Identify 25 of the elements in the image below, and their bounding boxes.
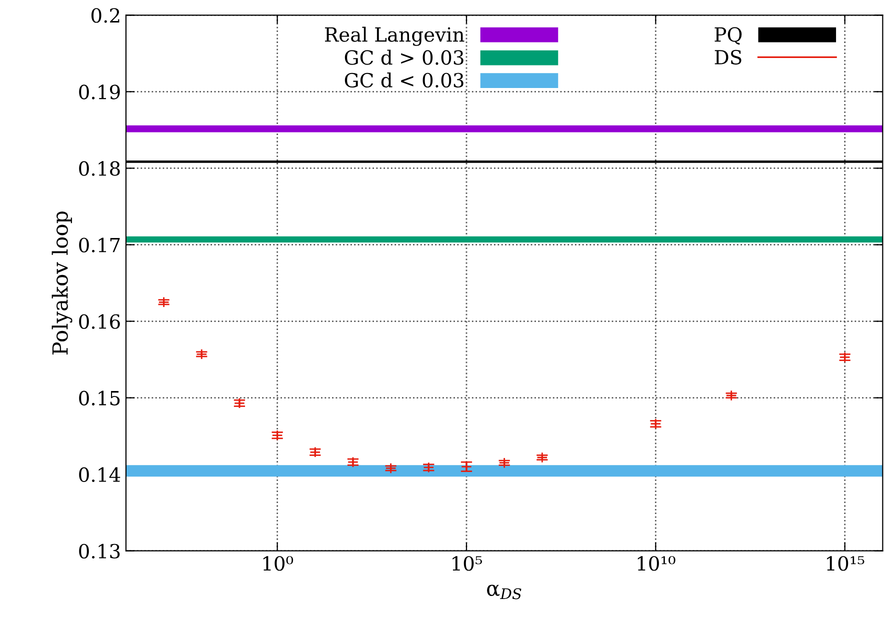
y-tick-label: 0.19 <box>79 84 120 100</box>
legend-label: GC d > 0.03 <box>344 50 464 65</box>
x-axis-title: α$_{DS}$ <box>487 584 522 600</box>
x-tick-label: 10¹⁵ <box>827 556 864 571</box>
legend-label: Real Langevin <box>325 26 464 46</box>
y-tick-label: 0.17 <box>79 238 120 252</box>
y-tick-label: 0.18 <box>79 161 120 176</box>
point <box>498 457 510 468</box>
legend-label: PQ <box>714 27 742 45</box>
x-tick-label: 10⁵ <box>452 556 482 571</box>
y-tick-label: 0.16 <box>79 314 120 329</box>
point <box>536 452 548 464</box>
y-tick-label: 0.13 <box>79 544 120 559</box>
x-tick-label: 10⁰ <box>263 556 294 571</box>
y-tick-label: 0.14 <box>79 467 120 482</box>
point <box>158 296 170 308</box>
x-tick-label: 10¹⁰ <box>638 556 676 571</box>
point <box>347 456 359 468</box>
y-tick-label: 0.2 <box>91 8 120 23</box>
y-axis-title: Polyakov loop <box>52 211 72 354</box>
legend-label: GC d < 0.03 <box>344 72 464 88</box>
y-tick-label: 0.15 <box>79 390 120 406</box>
point <box>385 462 396 474</box>
point <box>196 348 208 360</box>
legend-label: DS <box>714 50 742 65</box>
